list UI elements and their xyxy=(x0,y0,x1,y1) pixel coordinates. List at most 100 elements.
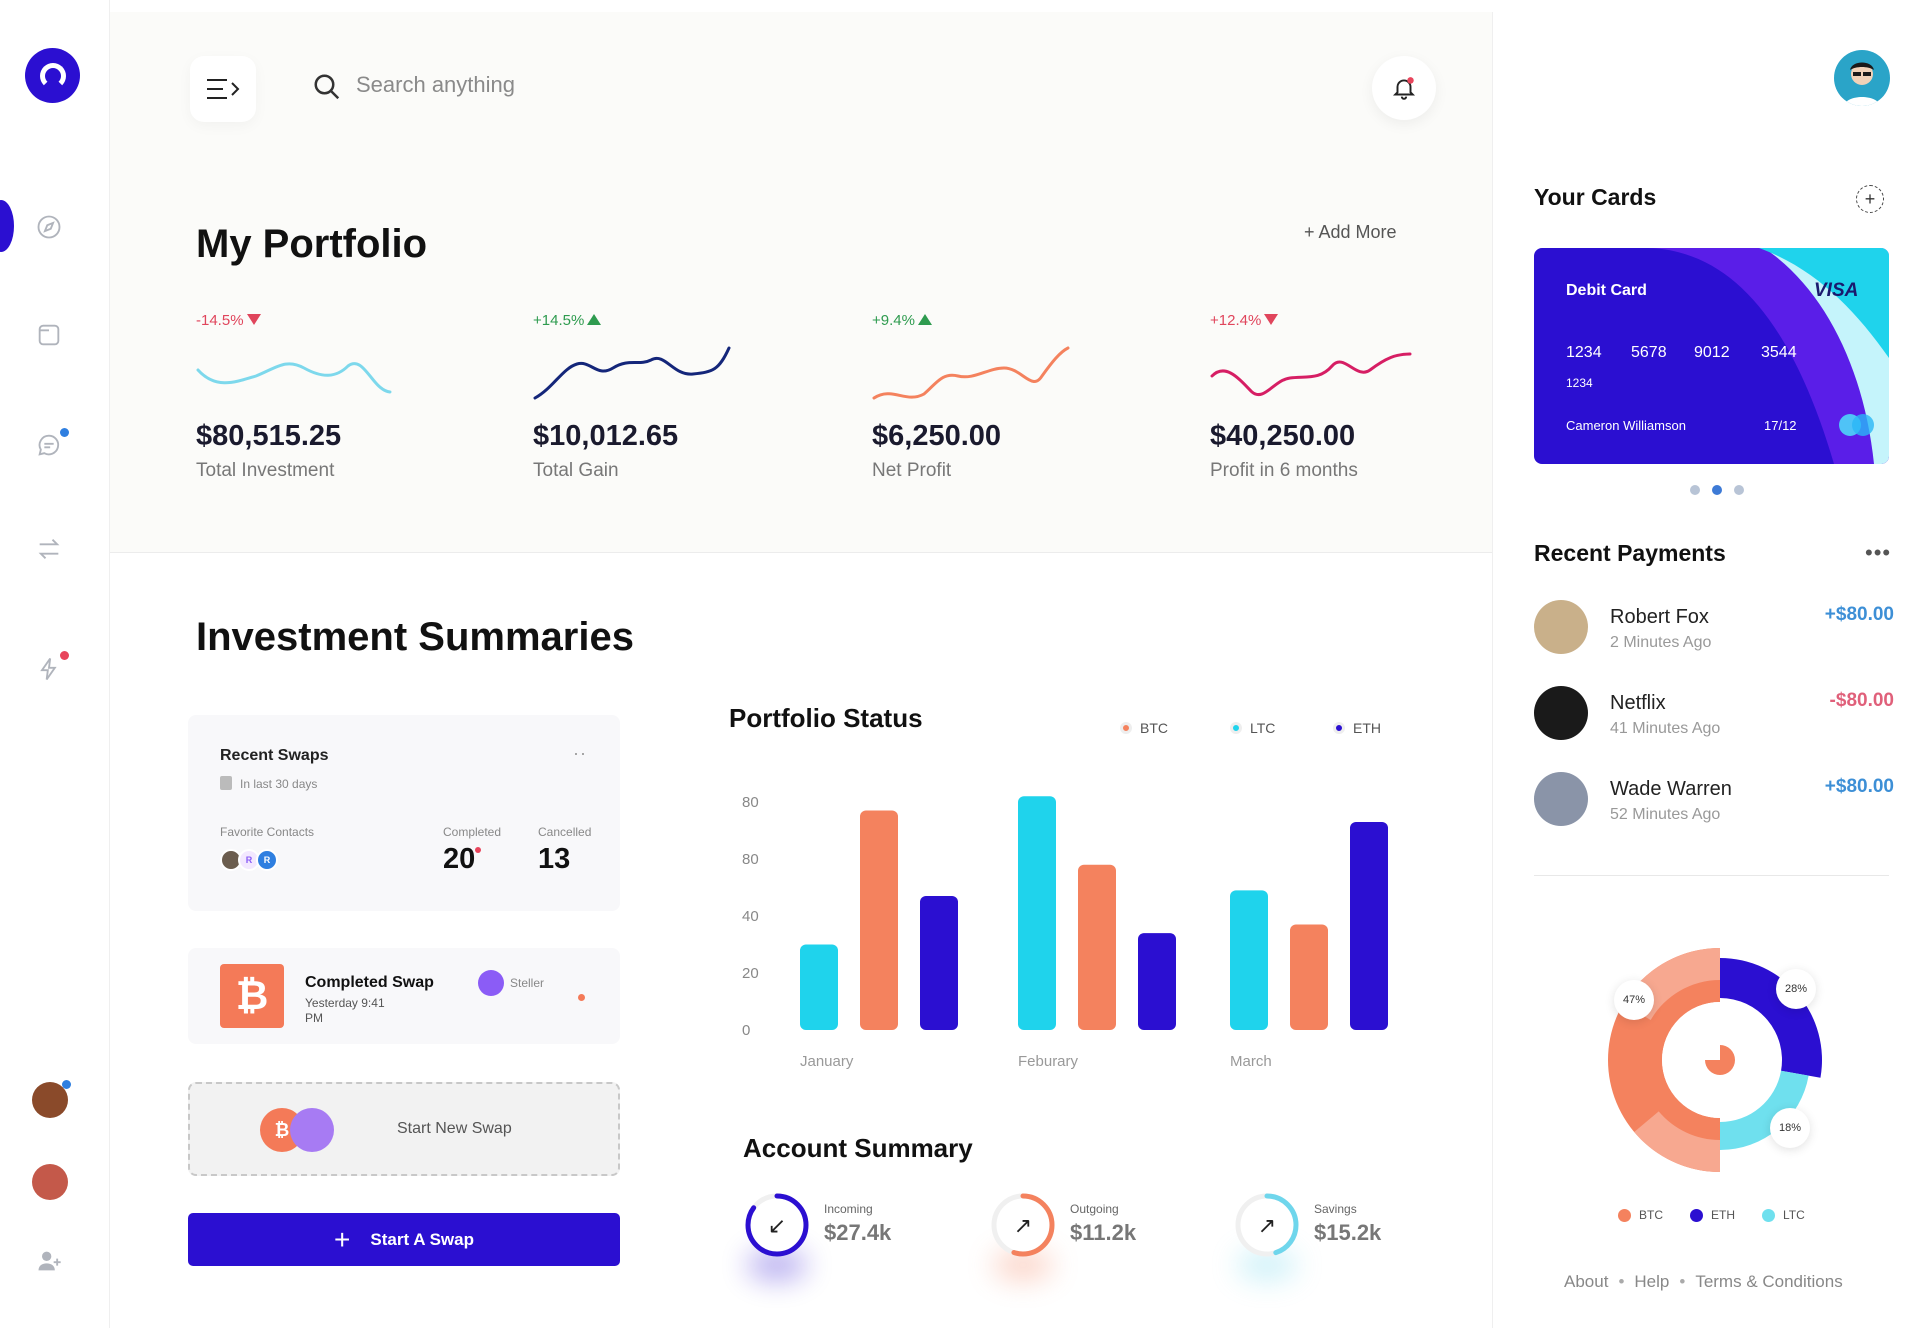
metric-sparkline xyxy=(872,346,1070,400)
payment-amount: +$80.00 xyxy=(1824,776,1894,797)
metric-card[interactable]: +14.5% $10,012.65 Total Gain xyxy=(533,312,763,492)
sidebar xyxy=(0,0,110,1328)
payment-item[interactable]: Netflix 41 Minutes Ago -$80.00 xyxy=(1534,686,1894,746)
metric-change: +14.5% xyxy=(533,312,602,329)
account-summary-item[interactable]: ↗ Outgoing $11.2k xyxy=(988,1190,1188,1280)
menu-toggle-button[interactable] xyxy=(190,56,256,122)
notifications-button[interactable] xyxy=(1372,56,1436,120)
payments-divider xyxy=(1534,875,1889,876)
metric-label: Net Profit xyxy=(872,460,952,481)
start-new-swap-tile[interactable]: ₿ Start New Swap xyxy=(188,1082,620,1176)
legend-btc[interactable]: BTC xyxy=(1120,720,1168,736)
account-summary-label: Outgoing xyxy=(1070,1202,1119,1216)
bar-ltc-feburary xyxy=(1018,796,1056,1030)
footer-terms-link[interactable]: Terms & Conditions xyxy=(1695,1272,1843,1291)
completed-count: 20 xyxy=(443,843,482,876)
debit-card[interactable]: Debit Card VISA 1234 5678 9012 3544 1234… xyxy=(1534,248,1889,464)
sparkline-path xyxy=(196,362,392,394)
chat-icon[interactable] xyxy=(34,430,64,460)
y-tick-label: 80 xyxy=(742,851,759,868)
metric-change: +12.4% xyxy=(1210,312,1279,329)
search-input[interactable] xyxy=(356,68,756,102)
user-avatar[interactable] xyxy=(1834,50,1890,106)
legend-ltc[interactable]: LTC xyxy=(1230,720,1275,736)
metric-value: $40,250.00 xyxy=(1210,420,1356,452)
metric-change: +9.4% xyxy=(872,312,932,329)
metric-label: Profit in 6 months xyxy=(1210,460,1358,481)
card-page-dot[interactable] xyxy=(1690,485,1700,495)
payment-name: Netflix xyxy=(1610,692,1666,714)
payment-avatar xyxy=(1534,772,1588,826)
payment-name: Robert Fox xyxy=(1610,606,1709,628)
contact-avatar-1[interactable] xyxy=(32,1082,68,1118)
metric-card[interactable]: +9.4% $6,250.00 Net Profit xyxy=(872,312,1102,492)
add-user-icon[interactable] xyxy=(34,1246,64,1276)
card-page-dot[interactable] xyxy=(1734,485,1744,495)
active-nav-indicator xyxy=(0,200,14,252)
app-logo[interactable] xyxy=(25,48,80,103)
swaps-more-button[interactable]: ·· xyxy=(573,743,587,763)
metric-sparkline xyxy=(1210,352,1412,396)
bar-ltc-january xyxy=(800,944,838,1030)
arrow-up-icon xyxy=(587,314,602,325)
footer-links: About • Help • Terms & Conditions xyxy=(1564,1272,1843,1292)
start-swap-button[interactable]: + Start A Swap xyxy=(188,1213,620,1266)
payments-more-button[interactable]: ••• xyxy=(1865,540,1892,565)
lightning-badge xyxy=(60,651,69,660)
contact-chip[interactable]: R xyxy=(256,849,278,871)
sparkline-path xyxy=(872,346,1070,400)
stellar-label: Steller xyxy=(510,976,545,990)
payment-amount: -$80.00 xyxy=(1829,690,1894,711)
recent-swaps-card: Recent Swaps In last 30 days ·· Favorite… xyxy=(188,715,620,911)
completed-swap-card[interactable]: ₿ Completed Swap Yesterday 9:41 PM Stell… xyxy=(188,948,620,1044)
account-summary-item[interactable]: ↗ Savings $15.2k xyxy=(1232,1190,1432,1280)
account-summary-title: Account Summary xyxy=(743,1133,973,1163)
card-number-group: 5678 xyxy=(1631,344,1667,361)
payment-time: 52 Minutes Ago xyxy=(1610,806,1721,823)
metric-sparkline xyxy=(533,346,731,400)
ring-fill xyxy=(745,1193,809,1257)
page-title: My Portfolio xyxy=(196,222,428,266)
payment-time: 41 Minutes Ago xyxy=(1610,720,1721,737)
payment-item[interactable]: Wade Warren 52 Minutes Ago +$80.00 xyxy=(1534,772,1894,832)
card-page-dot-active[interactable] xyxy=(1712,485,1722,495)
footer-about-link[interactable]: About xyxy=(1564,1272,1609,1291)
lightning-icon[interactable] xyxy=(34,654,64,684)
bar-btc-feburary xyxy=(1078,864,1116,1030)
portfolio-status-title: Portfolio Status xyxy=(729,703,923,733)
ring-fill xyxy=(991,1193,1055,1257)
legend-dot xyxy=(1230,722,1242,734)
transfer-icon[interactable] xyxy=(34,534,64,564)
card-number-group: 3544 xyxy=(1761,344,1797,361)
metric-card[interactable]: +12.4% $40,250.00 Profit in 6 months xyxy=(1210,312,1440,492)
add-more-button[interactable]: + Add More xyxy=(1304,222,1397,242)
compass-icon[interactable] xyxy=(34,212,64,242)
footer-help-link[interactable]: Help xyxy=(1634,1272,1670,1291)
x-tick-label: Feburary xyxy=(1018,1053,1079,1070)
plus-icon: + xyxy=(334,1223,351,1255)
payment-avatar xyxy=(1534,686,1588,740)
menu-expand-icon xyxy=(207,79,240,99)
start-new-swap-label: Start New Swap xyxy=(397,1120,512,1137)
progress-ring: ↗ xyxy=(1235,1193,1299,1257)
metric-sparkline xyxy=(196,362,392,394)
legend-eth[interactable]: ETH xyxy=(1333,720,1381,736)
cancelled-count: 13 xyxy=(538,843,571,875)
y-tick-label: 80 xyxy=(742,794,759,811)
wallet-icon[interactable] xyxy=(34,320,64,350)
card-type: Debit Card xyxy=(1566,282,1647,299)
btc-segment-light xyxy=(1634,1111,1720,1172)
card-expiry: 17/12 xyxy=(1764,418,1797,433)
payment-name: Wade Warren xyxy=(1610,778,1732,800)
progress-ring: ↙ xyxy=(745,1193,809,1257)
metric-card[interactable]: -14.5% $80,515.25 Total Investment xyxy=(196,312,426,492)
legend-label: BTC xyxy=(1140,720,1168,736)
portfolio-status-chart: 0 20 40 80 80 January Feburary March xyxy=(742,794,1388,1070)
account-summary-item[interactable]: ↙ Incoming $27.4k xyxy=(742,1190,942,1280)
ltc-pct-bubble: 18% xyxy=(1770,1108,1810,1148)
add-card-button[interactable]: + xyxy=(1856,185,1884,213)
sparkline-path xyxy=(533,346,731,400)
payment-item[interactable]: Robert Fox 2 Minutes Ago +$80.00 xyxy=(1534,600,1894,660)
contact-avatar-2[interactable] xyxy=(32,1164,68,1200)
y-tick-label: 20 xyxy=(742,965,759,982)
